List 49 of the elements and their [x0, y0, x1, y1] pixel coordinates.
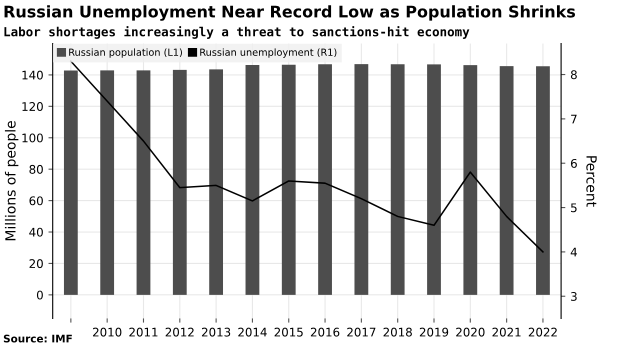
x-tick-label: 2019 — [420, 328, 448, 337]
chart-subtitle: Labor shortages increasingly a threat to sanctions-hit economy — [4, 26, 470, 39]
bar — [390, 64, 405, 295]
bar — [64, 70, 78, 295]
x-tick-label: 2022 — [528, 328, 557, 337]
bar — [500, 66, 514, 295]
x-tick-label: 2014 — [238, 328, 267, 337]
bar — [354, 64, 368, 295]
legend-label: Russian population (L1) — [69, 48, 182, 58]
y2-tick-label: 5 — [571, 203, 577, 212]
bar — [209, 69, 224, 295]
x-tick-label: 2011 — [129, 328, 158, 337]
chart-title: Russian Unemployment Near Record Low as Population Shrinks — [4, 5, 576, 21]
x-tick-label: 2018 — [384, 328, 412, 337]
y2-tick-label: 7 — [571, 114, 577, 124]
x-tick-label: 2020 — [456, 328, 485, 337]
x-tick-label: 2010 — [93, 328, 122, 337]
bar — [100, 70, 114, 295]
x-tick-label: 2016 — [310, 328, 340, 337]
y-tick-label: 0 — [36, 290, 43, 300]
y2-tick-label: 6 — [570, 158, 577, 168]
y-tick-label: 80 — [29, 164, 43, 174]
bar — [318, 64, 332, 295]
y-tick-label: 60 — [29, 196, 43, 206]
y-tick-label: 100 — [22, 133, 43, 142]
bar — [246, 65, 260, 295]
y-tick-label: 120 — [22, 102, 43, 111]
source-note: Source: IMF — [4, 334, 72, 342]
bar — [427, 64, 441, 295]
y2-tick-label: 4 — [570, 248, 577, 256]
x-tick-label: 2021 — [492, 328, 521, 337]
y2-tick-label: 3 — [571, 292, 577, 301]
y-tick-label: 40 — [29, 228, 43, 237]
y2-tick-label: 8 — [570, 70, 577, 80]
x-tick-label: 2015 — [274, 328, 303, 337]
legend-label: Russian unemployment (R1) — [200, 48, 336, 58]
y-tick-label: 140 — [22, 70, 43, 80]
x-tick-label: 2017 — [347, 328, 376, 337]
y2-axis-title: Percent — [586, 156, 597, 207]
bar — [463, 65, 478, 295]
bar — [282, 64, 296, 295]
line-series — [70, 60, 544, 253]
y-tick-label: 20 — [30, 259, 43, 268]
x-tick-label: 2012 — [166, 328, 194, 337]
bar — [136, 70, 150, 295]
x-tick-label: 2013 — [202, 328, 230, 337]
bar — [536, 66, 550, 295]
y-axis-title: Millions of people — [4, 121, 18, 240]
bar — [172, 70, 187, 295]
